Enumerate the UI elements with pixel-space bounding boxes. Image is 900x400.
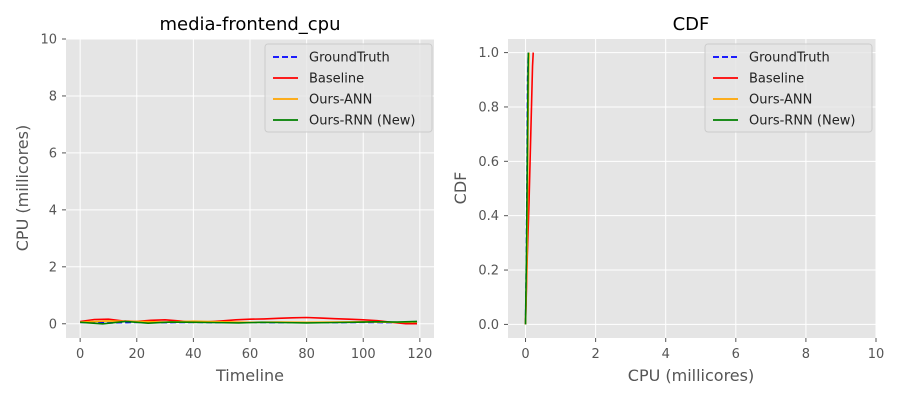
series-line-ours-rnn-new <box>524 52 530 325</box>
legend-label: Ours-ANN <box>749 93 812 108</box>
y-tick-label: 0.0 <box>478 318 499 333</box>
x-tick-label: 2 <box>591 347 599 362</box>
x-tick-label: 4 <box>662 347 670 362</box>
chart-title: CDF <box>673 14 710 35</box>
x-tick-label: 60 <box>242 347 259 362</box>
x-tick-label: 0 <box>76 347 84 362</box>
y-tick-label: 6 <box>49 146 57 161</box>
y-tick-label: 0 <box>49 317 57 332</box>
x-tick-label: 80 <box>298 347 315 362</box>
x-tick-label: 20 <box>128 347 145 362</box>
y-axis-label: CPU (millicores) <box>13 125 32 251</box>
legend-label: Ours-RNN (New) <box>309 114 415 129</box>
legend-label: Ours-RNN (New) <box>749 114 855 129</box>
legend-label: Baseline <box>309 72 364 87</box>
x-tick-label: 100 <box>351 347 376 362</box>
legend-box <box>264 43 433 133</box>
legend-box <box>704 43 873 133</box>
x-tick-label: 6 <box>732 347 740 362</box>
y-tick-label: 0.8 <box>478 100 499 115</box>
x-tick-label: 10 <box>868 347 885 362</box>
legend-label: GroundTruth <box>749 51 830 66</box>
y-axis-label: CDF <box>451 172 470 205</box>
x-tick-label: 8 <box>802 347 810 362</box>
cdf-chart: CDF CPU (millicores) CDF 0 2 4 6 8 10 0.0 0.2 0.… <box>451 14 884 385</box>
x-axis-label: Timeline <box>215 366 284 385</box>
x-tick-label: 120 <box>407 347 432 362</box>
y-tick-label: 0.2 <box>478 264 499 279</box>
gridlines <box>66 38 434 338</box>
x-axis-label: CPU (millicores) <box>628 366 754 385</box>
y-tick-label: 10 <box>40 33 57 48</box>
legend: GroundTruth Baseline Ours-ANN Ours-RNN (New… <box>704 43 873 133</box>
y-tick-label: 2 <box>49 260 57 275</box>
y-tick-label: 0.4 <box>478 209 499 224</box>
legend: GroundTruth Baseline Ours-ANN Ours-RNN (New… <box>264 43 433 133</box>
timeline-chart: media-frontend_cpu Timeline CPU (millico… <box>13 14 434 385</box>
legend-label: Baseline <box>749 72 804 87</box>
chart-title: media-frontend_cpu <box>159 14 340 35</box>
x-tick-label: 0 <box>521 347 529 362</box>
series-line-ours-rnn-new <box>80 320 418 325</box>
y-tick-label: 8 <box>49 89 57 104</box>
legend-label: Ours-ANN <box>309 93 372 108</box>
legend-label: GroundTruth <box>309 51 390 66</box>
x-tick-label: 40 <box>185 347 202 362</box>
y-tick-label: 1.0 <box>478 46 499 61</box>
y-tick-label: 0.6 <box>478 155 499 170</box>
y-tick-label: 4 <box>49 203 57 218</box>
